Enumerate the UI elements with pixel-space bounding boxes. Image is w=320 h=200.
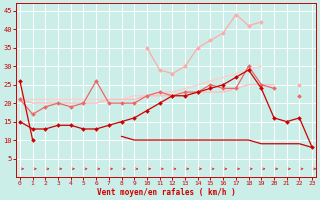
X-axis label: Vent moyen/en rafales ( km/h ): Vent moyen/en rafales ( km/h ) bbox=[97, 188, 236, 197]
